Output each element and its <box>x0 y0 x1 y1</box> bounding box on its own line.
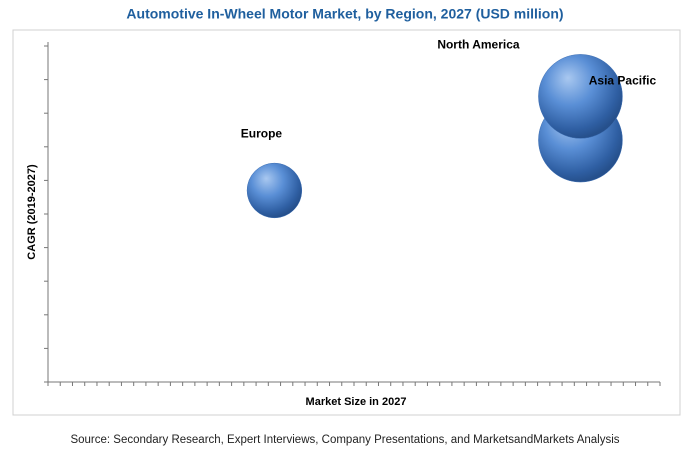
bubble-label: Asia Pacific <box>589 74 657 88</box>
x-axis-label: Market Size in 2027 <box>306 396 407 408</box>
bubble <box>538 54 623 139</box>
bubble-label: North America <box>437 37 520 51</box>
bubble <box>246 162 303 219</box>
plot-frame <box>12 29 681 416</box>
bubble-label: Europe <box>241 127 283 141</box>
chart-title: Automotive In-Wheel Motor Market, by Reg… <box>126 6 563 22</box>
y-axis-label: CAGR (2019-2027) <box>26 164 38 260</box>
source-note: Source: Secondary Research, Expert Inter… <box>70 434 619 446</box>
